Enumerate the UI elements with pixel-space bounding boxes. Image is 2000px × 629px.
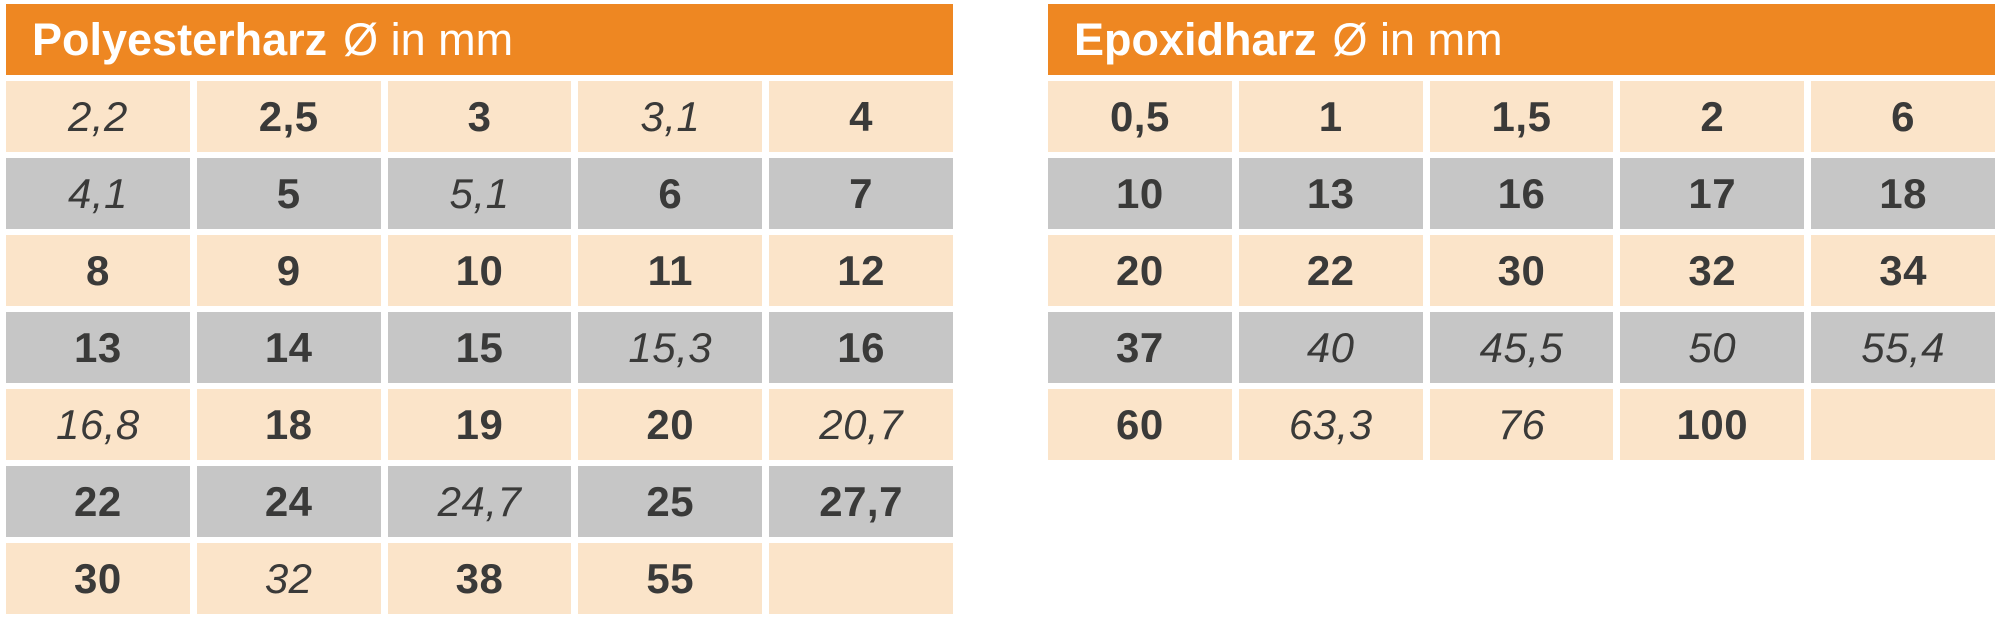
diameter-cell: 25: [578, 466, 763, 537]
diameter-cell: 19: [387, 389, 572, 460]
diameter-cell: 7: [769, 158, 953, 229]
diameter-cell: 12: [769, 235, 953, 306]
diameter-cell: 18: [1811, 158, 1995, 229]
diameter-cell: 4,1: [6, 158, 190, 229]
diameter-cell: 13: [6, 312, 190, 383]
diameter-cell: 100: [1620, 389, 1805, 460]
diameter-cell: 16: [769, 312, 953, 383]
diameter-cell: 32: [1620, 235, 1805, 306]
diameter-cell: 16: [1429, 158, 1614, 229]
diameter-cell: 20: [578, 389, 763, 460]
diameter-cell: 10: [1048, 158, 1232, 229]
diameter-cell: 3: [387, 81, 572, 152]
diameter-cell: 40: [1238, 312, 1423, 383]
diameter-cell: 30: [6, 543, 190, 614]
diameter-cell: 1,5: [1429, 81, 1614, 152]
diameter-cell: 0,5: [1048, 81, 1232, 152]
diameter-cell: 37: [1048, 312, 1232, 383]
diameter-cell: 8: [6, 235, 190, 306]
diameter-cell: 60: [1048, 389, 1232, 460]
epoxidharz-table-body: 0,5 1 1,5 2 6 10 13 16 17 18 20 22 30 32 34 37 40 45,5 50 5…: [1048, 81, 1995, 460]
diameter-cell: 27,7: [769, 466, 953, 537]
diameter-cell: 3,1: [578, 81, 763, 152]
diameter-cell: 38: [387, 543, 572, 614]
diameter-cell: 14: [196, 312, 381, 383]
polyesterharz-table: Polyesterharz Ø in mm 2,2 2,5 3 3,1 4 4,1 5 5,1…: [6, 4, 953, 614]
diameter-cell: 22: [6, 466, 190, 537]
diameter-cell: 2,2: [6, 81, 190, 152]
diameter-cell: 20,7: [769, 389, 953, 460]
polyesterharz-table-body: 2,2 2,5 3 3,1 4 4,1 5 5,1 6 7 8 9 10 11 12 13 14 15 15,3 16…: [6, 81, 953, 614]
diameter-cell: 11: [578, 235, 763, 306]
diameter-cell: 16,8: [6, 389, 190, 460]
diameter-cell: 17: [1620, 158, 1805, 229]
polyesterharz-table-header: Polyesterharz Ø in mm: [6, 4, 953, 75]
table-unit-label: Ø in mm: [343, 13, 514, 65]
diameter-cell: 13: [1238, 158, 1423, 229]
diameter-cell: 22: [1238, 235, 1423, 306]
diameter-cell: 15,3: [578, 312, 763, 383]
table-unit-label: Ø in mm: [1332, 13, 1503, 65]
table-title: Polyesterharz: [32, 13, 328, 65]
diameter-cell: 1: [1238, 81, 1423, 152]
diameter-cell: 55: [578, 543, 763, 614]
diameter-cell: 6: [1811, 81, 1995, 152]
diameter-cell: 5: [196, 158, 381, 229]
diameter-cell: 2,5: [196, 81, 381, 152]
diameter-cell: 24,7: [387, 466, 572, 537]
diameter-cell: 6: [578, 158, 763, 229]
diameter-cell: 45,5: [1429, 312, 1614, 383]
diameter-cell: 9: [196, 235, 381, 306]
diameter-cell: 10: [387, 235, 572, 306]
diameter-cell: 50: [1620, 312, 1805, 383]
diameter-cell: 18: [196, 389, 381, 460]
diameter-cell: 5,1: [387, 158, 572, 229]
diameter-cell: 20: [1048, 235, 1232, 306]
diameter-cell: 76: [1429, 389, 1614, 460]
diameter-cell: [1811, 389, 1995, 460]
diameter-cell: 2: [1620, 81, 1805, 152]
diameter-cell: 30: [1429, 235, 1614, 306]
diameter-cell: 34: [1811, 235, 1995, 306]
diameter-cell: 4: [769, 81, 953, 152]
epoxidharz-table: Epoxidharz Ø in mm 0,5 1 1,5 2 6 10 13 16 17 18 20…: [1048, 4, 1995, 460]
table-title: Epoxidharz: [1074, 13, 1317, 65]
diameter-cell: 24: [196, 466, 381, 537]
epoxidharz-table-header: Epoxidharz Ø in mm: [1048, 4, 1995, 75]
diameter-cell: 55,4: [1811, 312, 1995, 383]
diameter-cell: 15: [387, 312, 572, 383]
diameter-cell: [769, 543, 953, 614]
diameter-cell: 32: [196, 543, 381, 614]
diameter-cell: 63,3: [1238, 389, 1423, 460]
